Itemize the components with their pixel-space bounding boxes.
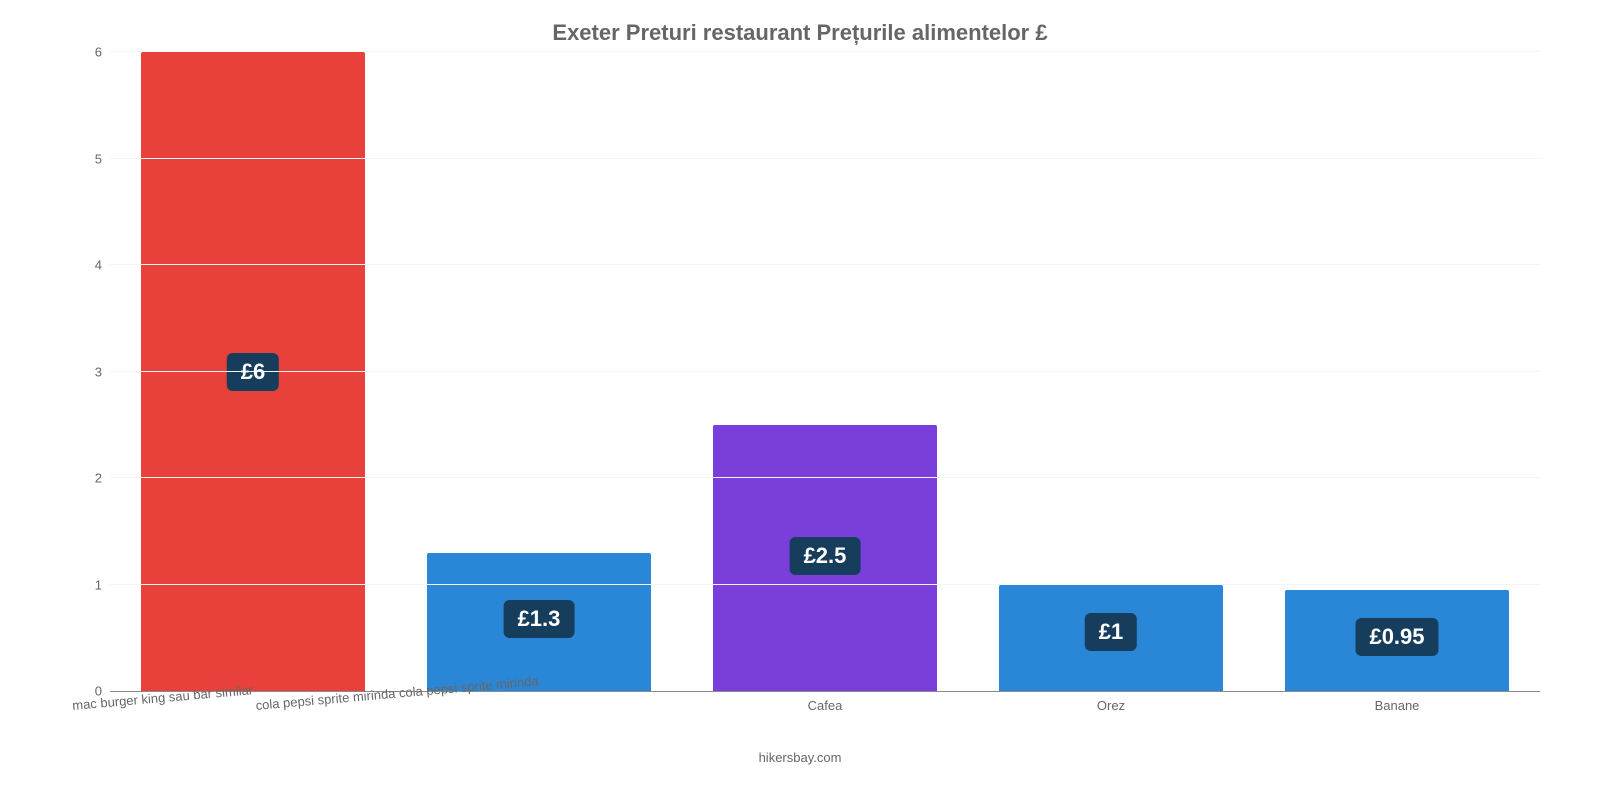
bar-slot: £1.3: [396, 52, 682, 691]
x-label-slot: Cafea: [682, 692, 968, 752]
value-badge: £0.95: [1355, 618, 1438, 656]
gridline: [110, 584, 1540, 585]
gridline: [110, 264, 1540, 265]
bars-container: £6 £1.3 £2.5 £1 £0.95: [110, 52, 1540, 691]
bar: £2.5: [713, 425, 936, 691]
value-badge: £1.3: [504, 600, 575, 638]
chart-container: Exeter Preturi restaurant Prețurile alim…: [0, 0, 1600, 800]
x-tick-label: Banane: [1375, 698, 1420, 713]
y-tick-label: 6: [72, 45, 102, 60]
gridline: [110, 477, 1540, 478]
bar-slot: £2.5: [682, 52, 968, 691]
x-tick-label: Cafea: [808, 698, 843, 713]
x-label-slot: Orez: [968, 692, 1254, 752]
gridline: [110, 158, 1540, 159]
y-tick-label: 3: [72, 364, 102, 379]
value-badge: £2.5: [790, 537, 861, 575]
value-badge: £6: [227, 353, 279, 391]
bar: £6: [141, 52, 364, 691]
gridline: [110, 371, 1540, 372]
bar: £0.95: [1285, 590, 1508, 691]
y-tick-label: 2: [72, 471, 102, 486]
bar-slot: £6: [110, 52, 396, 691]
x-label-slot: cola pepsi sprite mirinda cola pepsi spr…: [396, 692, 682, 752]
y-tick-label: 1: [72, 577, 102, 592]
chart-title: Exeter Preturi restaurant Prețurile alim…: [40, 10, 1560, 52]
y-tick-label: 4: [72, 258, 102, 273]
plot-area: £6£1.3£2.5£1£0.95 0123456: [110, 52, 1540, 692]
x-axis-labels: mac burger king sau bar similarcola peps…: [110, 692, 1540, 752]
bar-slot: £1: [968, 52, 1254, 691]
bar: £1: [999, 585, 1222, 692]
bar: £1.3: [427, 553, 650, 691]
value-badge: £1: [1085, 613, 1137, 651]
x-label-slot: Banane: [1254, 692, 1540, 752]
x-tick-label: Orez: [1097, 698, 1125, 713]
bar-slot: £0.95: [1254, 52, 1540, 691]
credits-text: hikersbay.com: [40, 750, 1560, 765]
gridline: [110, 51, 1540, 52]
y-tick-label: 5: [72, 151, 102, 166]
